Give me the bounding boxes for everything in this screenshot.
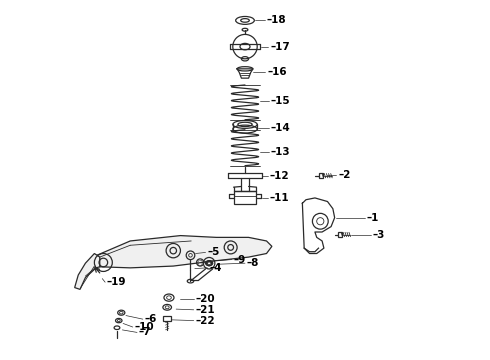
Text: –21: –21 [196, 305, 215, 315]
Bar [319, 173, 323, 178]
Text: –15: –15 [271, 96, 291, 106]
Bar [163, 316, 171, 320]
Text: –7: –7 [139, 327, 151, 337]
Text: –14: –14 [271, 123, 291, 133]
Polygon shape [74, 253, 100, 289]
Text: –3: –3 [372, 230, 385, 239]
Text: –8: –8 [247, 258, 259, 268]
Text: –9: –9 [234, 255, 246, 265]
Bar [234, 191, 256, 204]
Text: –19: –19 [107, 277, 126, 287]
Text: –6: –6 [145, 314, 157, 324]
Bar [338, 232, 342, 237]
Text: –13: –13 [271, 147, 291, 157]
Polygon shape [93, 235, 272, 268]
Text: –5: –5 [207, 247, 220, 257]
Text: –16: –16 [267, 67, 287, 77]
Text: –4: –4 [209, 263, 221, 273]
Text: –10: –10 [135, 322, 154, 332]
Text: –20: –20 [196, 294, 215, 304]
Text: –12: –12 [270, 171, 289, 181]
Text: –11: –11 [270, 193, 289, 203]
Text: –17: –17 [270, 42, 290, 52]
Text: –22: –22 [196, 316, 215, 325]
Text: –1: –1 [367, 213, 379, 222]
Text: –18: –18 [267, 15, 286, 26]
Text: –2: –2 [338, 170, 351, 180]
